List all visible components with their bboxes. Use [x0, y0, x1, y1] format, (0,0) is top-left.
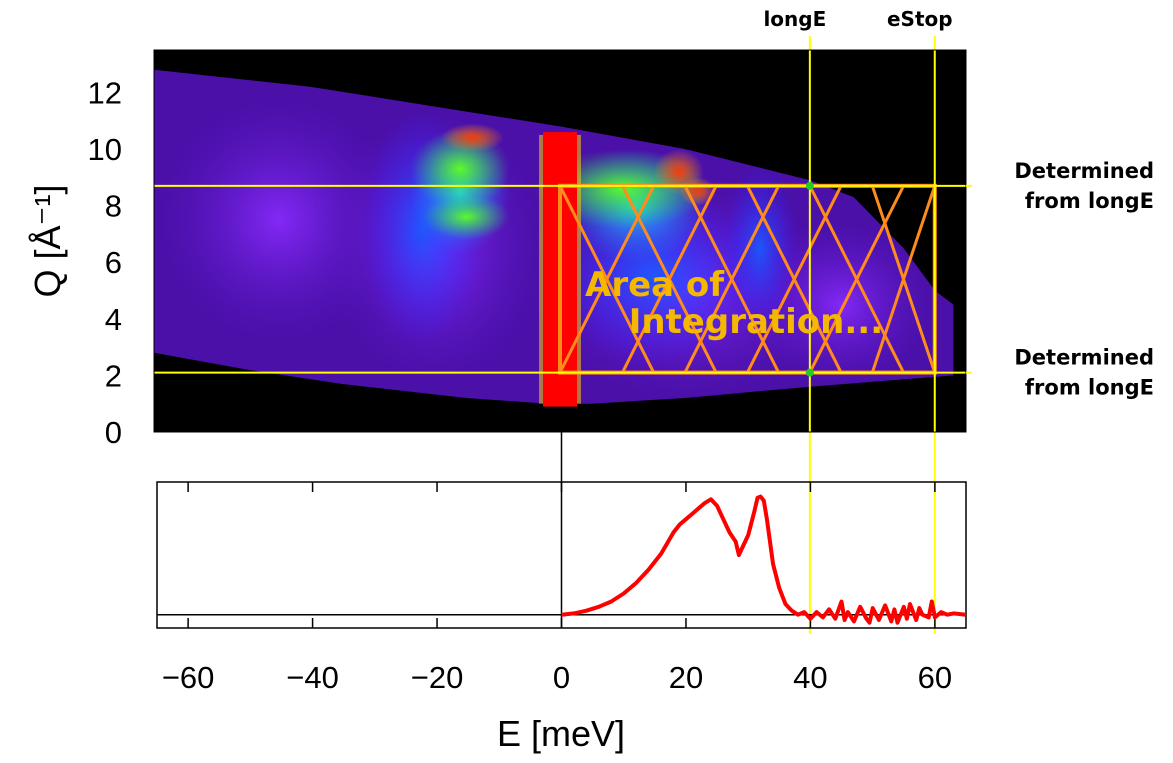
- side-label-line: Determined: [1014, 346, 1154, 370]
- integration-hatch-line: [870, 185, 937, 374]
- heatmap-frame: [153, 49, 967, 433]
- vertical-markers: [808, 36, 936, 634]
- x-axis-tick-labels: −60 −40 −20 0 20 40 60: [162, 660, 952, 695]
- x-tick-label: −40: [286, 660, 339, 695]
- heatmap-intensity-blobs: [154, 92, 935, 404]
- marker-label: longE: [763, 7, 826, 31]
- integration-hatch-line: [808, 185, 905, 374]
- side-label-line: Determined: [1014, 159, 1154, 183]
- x-axis-title: E [meV]: [497, 713, 625, 754]
- heatmap-panel: 0 2 4 6 8 10 12 Q [Å⁻¹] longE eStop Determined f…: [27, 7, 1154, 634]
- marker-label: eStop: [887, 7, 953, 31]
- intensity-blob: [678, 177, 717, 206]
- x-tick-label: −20: [411, 660, 464, 695]
- x-tick-label: 0: [553, 660, 570, 695]
- side-label-line: from longE: [1025, 189, 1154, 213]
- horizontal-markers: [154, 184, 966, 374]
- intensity-blob: [722, 163, 798, 333]
- y-tick-label: 0: [105, 415, 122, 450]
- x-axis-ticks: [187, 482, 936, 628]
- integration-label-line: Area of: [585, 265, 725, 305]
- y-tick-label: 10: [88, 132, 122, 167]
- side-labels: Determined from longE Determined from longE: [1014, 159, 1154, 400]
- y-tick-label: 4: [105, 302, 122, 337]
- y-tick-label: 2: [105, 358, 122, 393]
- spectrum-line: [561, 494, 966, 625]
- intensity-blob: [422, 194, 510, 240]
- spectrum-panel: −60 −40 −20 0 20 40 60 E [meV]: [156, 481, 967, 754]
- x-tick-label: 20: [669, 660, 703, 695]
- y-tick-label: 8: [105, 189, 122, 224]
- y-axis-title: Q [Å⁻¹]: [27, 184, 68, 297]
- x-tick-label: 60: [918, 660, 952, 695]
- marker-point: [805, 368, 814, 377]
- x-tick-label: −60: [162, 660, 215, 695]
- y-tick-label: 12: [88, 75, 122, 110]
- side-label-line: from longE: [1025, 376, 1154, 400]
- y-axis-ticks: 0 2 4 6 8 10 12: [88, 75, 122, 450]
- marker-labels: longE eStop: [763, 7, 952, 31]
- x-tick-label: 40: [793, 660, 827, 695]
- marker-points: [805, 181, 814, 377]
- intensity-blob: [441, 123, 504, 152]
- integration-label-line: Integration...: [629, 302, 883, 342]
- marker-point: [805, 181, 814, 190]
- y-tick-label: 6: [105, 245, 122, 280]
- integration-area-label: Area ofIntegration...: [585, 265, 883, 342]
